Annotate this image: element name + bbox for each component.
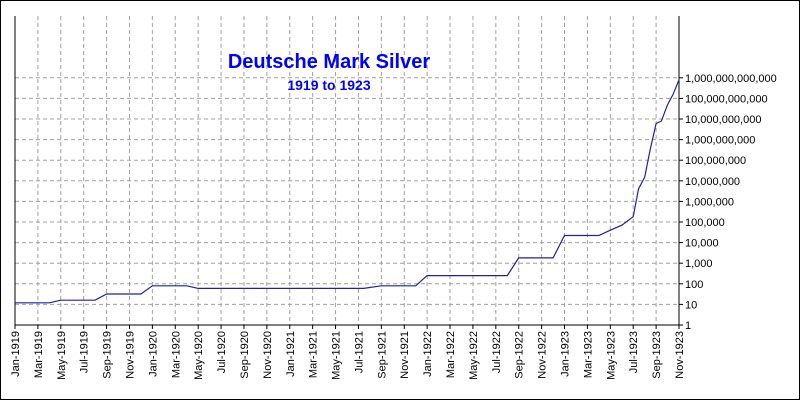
y-tick-label: 1,000,000,000,000	[685, 73, 777, 85]
y-tick-label: 1,000,000,000	[685, 135, 755, 147]
x-tick-label: May-1920	[193, 331, 205, 380]
y-tick-label: 1,000	[685, 258, 713, 270]
x-tick-label: Jul-1923	[628, 331, 640, 373]
x-tick-label: Mar-1922	[445, 331, 457, 378]
y-tick-label: 10	[685, 299, 697, 311]
x-tick-label: Jul-1920	[216, 331, 228, 373]
x-tick-label: Nov-1922	[537, 331, 549, 379]
x-tick-label: Jul-1921	[353, 331, 365, 373]
x-tick-label: Jan-1922	[422, 331, 434, 377]
chart-subtitle: 1919 to 1923	[287, 77, 370, 93]
x-tick-label: May-1919	[56, 331, 68, 380]
y-tick-label: 10,000	[685, 238, 719, 250]
x-tick-label: Nov-1921	[399, 331, 411, 379]
x-tick-label: Mar-1923	[582, 331, 594, 378]
x-tick-label: Jan-1923	[560, 331, 572, 377]
grid-layer	[15, 16, 680, 325]
x-tick-label: Mar-1921	[308, 331, 320, 378]
y-tick-label: 100,000,000,000	[685, 93, 768, 105]
y-tick-label: 1	[685, 320, 691, 332]
silver-price-series-line	[15, 79, 680, 304]
x-tick-label: Nov-1920	[262, 331, 274, 379]
x-tick-label: Sep-1920	[239, 331, 251, 379]
x-tick-label: Sep-1922	[514, 331, 526, 379]
x-tick-label: Jan-1921	[285, 331, 297, 377]
x-tick-label: May-1921	[331, 331, 343, 380]
y-tick-label: 10,000,000,000	[685, 114, 761, 126]
x-tick-label: Jul-1922	[491, 331, 503, 373]
x-tick-label: Jan-1919	[10, 331, 22, 377]
series-layer	[15, 79, 680, 304]
y-tick-label: 100,000	[685, 217, 725, 229]
x-tick-label: Sep-1919	[102, 331, 114, 379]
x-tick-label: Mar-1920	[170, 331, 182, 378]
label-layer: 1 10 100 1,000 10,000 100,000 1,000,000 10,000,…	[10, 73, 777, 380]
x-tick-label: Sep-1921	[376, 331, 388, 379]
x-tick-label: Mar-1919	[33, 331, 45, 378]
x-tick-label: Sep-1923	[651, 331, 663, 379]
chart-title: Deutsche Mark Silver	[228, 51, 431, 73]
x-tick-label: Nov-1919	[124, 331, 136, 379]
x-tick-label: Jan-1920	[147, 331, 159, 377]
y-tick-label: 100,000,000	[685, 155, 746, 167]
y-tick-label: 100	[685, 279, 703, 291]
x-tick-label: May-1922	[468, 331, 480, 380]
y-tick-label: 1,000,000	[685, 196, 734, 208]
x-tick-label: May-1923	[605, 331, 617, 380]
x-tick-label: Jul-1919	[79, 331, 91, 373]
x-tick-label: Nov-1923	[674, 331, 686, 379]
y-tick-label: 10,000,000	[685, 176, 740, 188]
axis-layer	[14, 16, 683, 329]
